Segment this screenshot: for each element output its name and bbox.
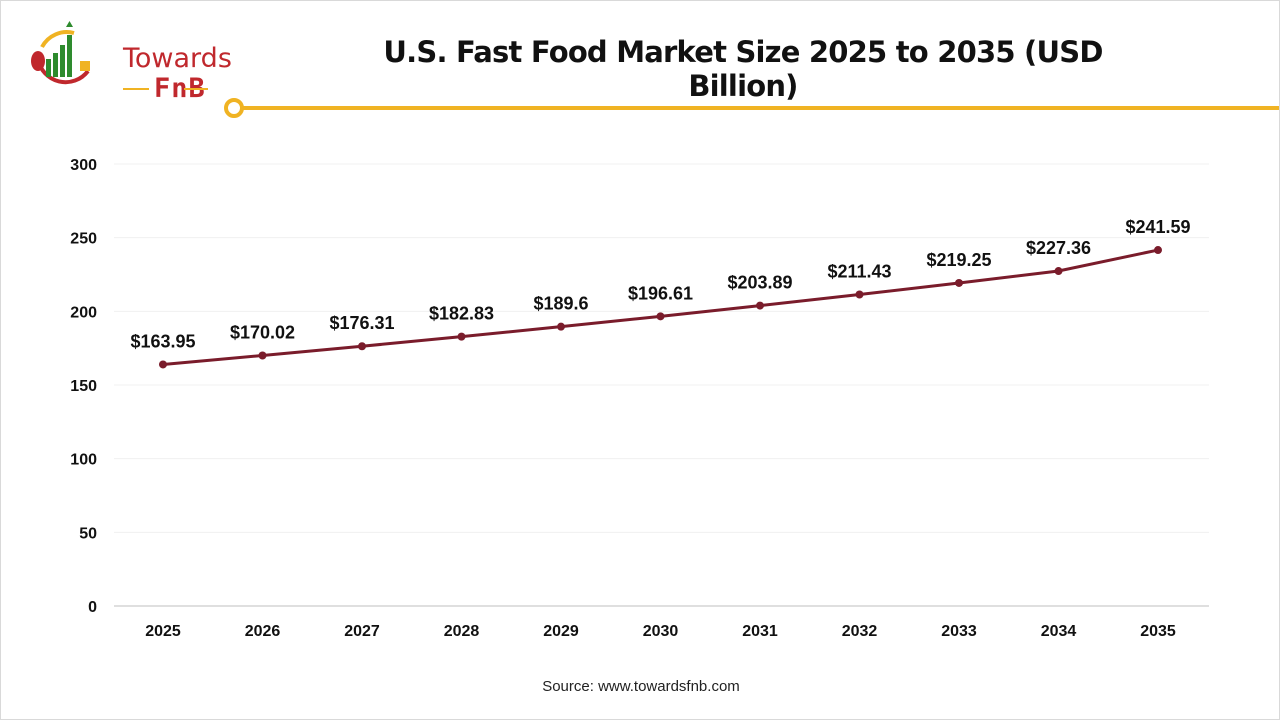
x-tick-label: 2025 [145, 623, 181, 640]
y-tick-label: 250 [70, 231, 97, 248]
data-point [656, 312, 665, 321]
data-point [955, 278, 963, 287]
y-tick-label: 200 [70, 304, 97, 321]
x-tick-label: 2035 [1140, 623, 1176, 640]
data-point [756, 301, 764, 310]
data-point [855, 290, 864, 299]
chart-title: U.S. Fast Food Market Size 2025 to 2035 … [383, 35, 1103, 103]
title-underline [224, 98, 1279, 118]
y-tick-label: 50 [79, 525, 97, 542]
data-label: $227.36 [1026, 238, 1091, 258]
data-label: $170.02 [230, 323, 295, 343]
data-label: $189.6 [533, 294, 588, 314]
x-tick-label: 2031 [742, 623, 778, 640]
x-tick-label: 2028 [444, 623, 480, 640]
source-note: Source: www.towardsfnb.com [542, 678, 740, 695]
logo-text-towards: Towards [123, 43, 232, 74]
x-tick-label: 2026 [245, 623, 281, 640]
data-label: $203.89 [727, 273, 792, 293]
logo-icon [31, 21, 90, 85]
data-label: $182.83 [429, 304, 494, 324]
data-label: $196.61 [628, 283, 693, 303]
data-label: $163.95 [130, 331, 195, 351]
data-point [557, 322, 565, 331]
data-point [457, 332, 466, 341]
y-tick-label: 300 [70, 157, 97, 174]
data-label: $241.59 [1125, 217, 1190, 237]
y-tick-label: 100 [70, 452, 97, 469]
x-tick-label: 2030 [643, 623, 679, 640]
x-tick-label: 2027 [344, 623, 380, 640]
x-tick-label: 2029 [543, 623, 579, 640]
y-tick-label: 0 [88, 599, 97, 616]
data-point [1154, 246, 1162, 255]
data-label: $176.31 [329, 313, 394, 333]
series-line [162, 248, 1159, 366]
data-label: $211.43 [827, 261, 891, 281]
x-tick-label: 2032 [842, 623, 878, 640]
towards-fnb-logo: Towards FnB [26, 19, 232, 104]
y-tick-label: 150 [70, 378, 97, 395]
data-label: $219.25 [926, 250, 991, 270]
data-point [258, 351, 267, 360]
data-point [159, 360, 167, 369]
data-point [358, 342, 366, 351]
x-tick-label: 2033 [941, 623, 977, 640]
data-point [1054, 267, 1063, 276]
x-tick-label: 2034 [1041, 623, 1077, 640]
